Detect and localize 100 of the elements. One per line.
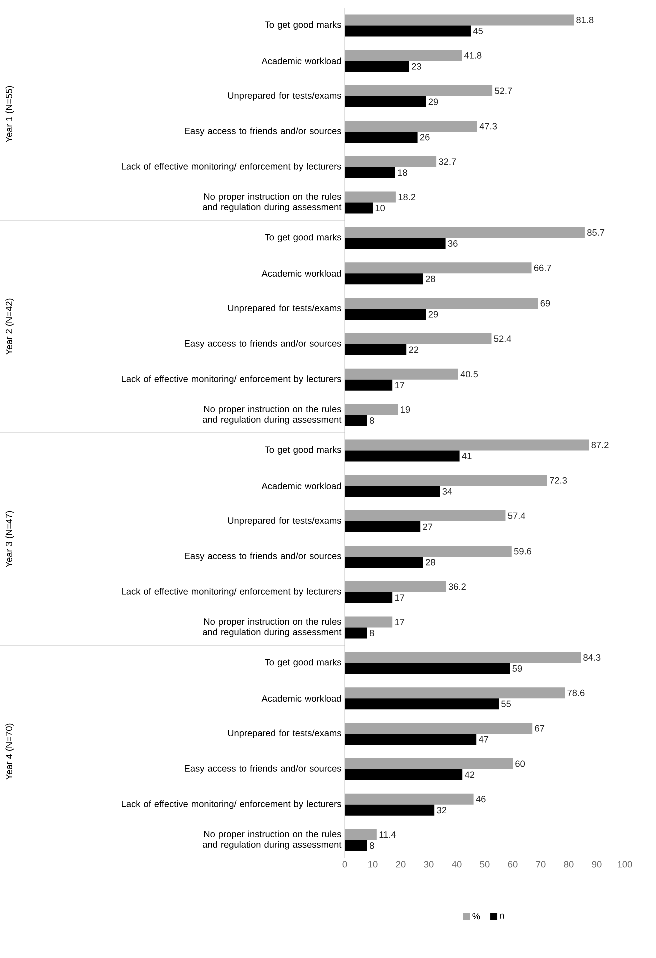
x-tick-label: 0	[342, 861, 348, 868]
data-label: 55	[502, 700, 512, 708]
bar	[344, 202, 373, 214]
x-tick-label: 40	[452, 861, 462, 868]
y-tick-label: Unprepared for tests/exams	[228, 730, 342, 738]
bar	[344, 840, 368, 852]
y-tick-label: Easy access to friends and/or sources	[185, 552, 342, 562]
x-tick-label: 60	[508, 861, 518, 868]
bar	[344, 592, 393, 604]
bar	[344, 556, 424, 568]
data-label: 36.2	[448, 584, 466, 590]
data-label: 11.4	[380, 832, 396, 838]
data-label: 29	[428, 98, 438, 106]
bar	[344, 734, 477, 746]
x-tick-label: 70	[536, 861, 546, 868]
bar	[344, 274, 424, 285]
data-label: 59.6	[514, 548, 532, 555]
text: Year 2 (N=42)	[6, 298, 14, 356]
x-tick-label: 100	[618, 861, 632, 868]
bar	[344, 415, 368, 426]
data-label: 69	[540, 300, 550, 307]
bar	[344, 344, 407, 356]
data-label: 47.3	[480, 123, 498, 130]
text: Year 1 (N=55)	[6, 86, 14, 143]
x-tick-label: 10	[368, 861, 378, 868]
data-label: 41	[462, 453, 472, 460]
bar	[344, 663, 510, 674]
bar	[344, 238, 446, 250]
data-label: 40.5	[460, 371, 478, 378]
data-label: 41.8	[464, 52, 482, 59]
bar	[344, 804, 435, 816]
data-label: 17	[396, 382, 405, 389]
data-label: 34	[442, 488, 452, 495]
text: Year 3 (N=47)	[6, 511, 14, 568]
bar	[344, 26, 471, 37]
bar	[344, 132, 418, 143]
text: Year 4 (N=70)	[6, 724, 14, 780]
y-tick-label: Easy access to friends and/or sources	[185, 340, 342, 349]
data-label: 85.7	[588, 229, 605, 236]
data-label: 52.4	[494, 336, 512, 342]
y-tick-label: To get good marks	[265, 234, 342, 242]
data-label: 28	[426, 276, 436, 282]
data-label: 18	[398, 170, 408, 176]
y-tick-label: Academic workload	[262, 482, 342, 490]
data-label: 59	[512, 665, 522, 672]
y-tick-label: Academic workload	[262, 695, 342, 702]
data-label: 47	[479, 736, 489, 743]
data-label: 78.6	[568, 690, 585, 696]
x-tick-label: 20	[396, 861, 406, 868]
legend-label: n	[500, 914, 504, 919]
x-tick-label: 30	[424, 861, 434, 868]
x-tick-label: 90	[592, 861, 602, 868]
data-label: 46	[476, 796, 486, 803]
y-tick-label: Easy access to friends and/or sources	[185, 765, 342, 774]
y-tick-label: To get good marks	[265, 658, 342, 668]
bar	[344, 769, 463, 780]
y-tick-label: No proper instruction on the rules and regulation during assessment	[203, 406, 342, 425]
y-tick-label: No proper instruction on the rules and regulation during assessment	[203, 193, 342, 212]
data-label: 23	[412, 63, 422, 70]
y-tick-label: To get good marks	[265, 21, 342, 30]
data-label: 52.7	[495, 88, 512, 94]
data-label: 17	[396, 594, 405, 602]
data-label: 26	[420, 134, 430, 141]
bar	[344, 309, 426, 320]
data-label: 42	[465, 772, 475, 778]
y-tick-label: No proper instruction on the rules and regulation during assessment	[203, 618, 342, 638]
data-label: 57.4	[508, 512, 526, 520]
bar	[344, 522, 421, 533]
data-label: 8	[370, 630, 374, 637]
y-tick-label: Lack of effective monitoring/ enforcement by lecturers	[122, 163, 342, 172]
data-label: 17	[396, 619, 405, 626]
data-label: 67	[535, 725, 545, 732]
y-tick-label: Unprepared for tests/exams	[228, 304, 342, 314]
data-label: 45	[473, 28, 484, 34]
bar	[344, 628, 368, 639]
legend-label: %	[472, 913, 480, 920]
data-label: 28	[426, 559, 436, 566]
data-label: 18.2	[398, 194, 416, 201]
data-label: 32	[437, 807, 447, 814]
data-label: 84.3	[584, 654, 601, 661]
y-tick-label: No proper instruction on the rules and regulation during assessment	[203, 830, 342, 850]
data-label: 72.3	[550, 477, 568, 484]
data-label: 10	[376, 205, 386, 212]
y-tick-label: Academic workload	[262, 270, 342, 277]
data-label: 29	[428, 311, 438, 318]
y-tick-label: Lack of effective monitoring/ enforcement by lecturers	[122, 588, 342, 597]
y-tick-label: To get good marks	[265, 446, 342, 455]
y-tick-label: Unprepared for tests/exams	[228, 517, 342, 526]
data-label: 87.2	[592, 442, 609, 448]
bar	[344, 698, 499, 710]
bar	[344, 380, 393, 391]
x-tick-label: 80	[564, 861, 574, 868]
data-label: 66.7	[534, 264, 552, 272]
x-tick-label: 50	[480, 861, 490, 868]
data-label: 32.7	[439, 158, 456, 166]
y-tick-label: Lack of effective monitoring/ enforcement by lecturers	[122, 376, 342, 384]
data-label: 81.8	[576, 16, 594, 24]
y-tick-label: Academic workload	[262, 58, 342, 64]
y-tick-label: Unprepared for tests/exams	[228, 92, 342, 101]
data-label: 27	[423, 524, 433, 530]
